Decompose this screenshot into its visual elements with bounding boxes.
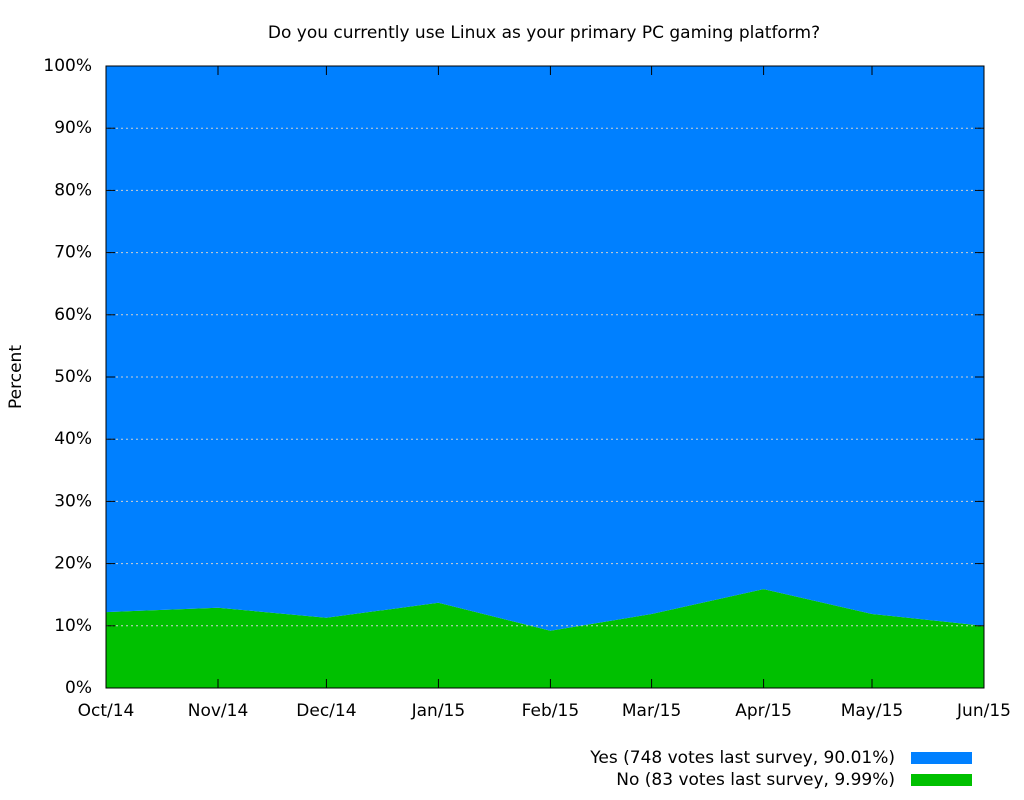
y-tick-label: 10% — [54, 616, 92, 636]
y-tick-label: 20% — [54, 554, 92, 574]
y-tick-label: 100% — [43, 56, 92, 76]
legend-swatch — [911, 752, 972, 764]
y-axis-label: Percent — [6, 345, 26, 409]
legend-label: No (83 votes last survey, 9.99%) — [616, 770, 895, 790]
x-tick-label: Oct/14 — [78, 701, 135, 721]
x-tick-label: Apr/15 — [735, 701, 792, 721]
x-tick-label: May/15 — [841, 701, 904, 721]
area — [106, 589, 984, 688]
y-tick-label: 60% — [54, 305, 92, 325]
y-tick-label: 40% — [54, 429, 92, 449]
y-tick-label: 30% — [54, 491, 92, 511]
y-tick-label: 80% — [54, 180, 92, 200]
x-tick-label: Feb/15 — [522, 701, 579, 721]
x-tick-label: Jun/15 — [956, 701, 1011, 721]
y-tick-label: 70% — [54, 243, 92, 263]
chart-title: Do you currently use Linux as your prima… — [268, 23, 820, 43]
legend-label: Yes (748 votes last survey, 90.01%) — [589, 748, 895, 768]
x-tick-label: Mar/15 — [622, 701, 681, 721]
y-tick-label: 50% — [54, 367, 92, 387]
y-tick-label: 0% — [65, 678, 92, 698]
x-tick-label: Jan/15 — [411, 701, 466, 721]
legend-swatch — [911, 774, 972, 786]
x-tick-label: Dec/14 — [296, 701, 356, 721]
plot-border — [105, 65, 985, 689]
y-tick-label: 90% — [54, 118, 92, 138]
x-tick-label: Nov/14 — [188, 701, 249, 721]
area — [106, 66, 984, 631]
